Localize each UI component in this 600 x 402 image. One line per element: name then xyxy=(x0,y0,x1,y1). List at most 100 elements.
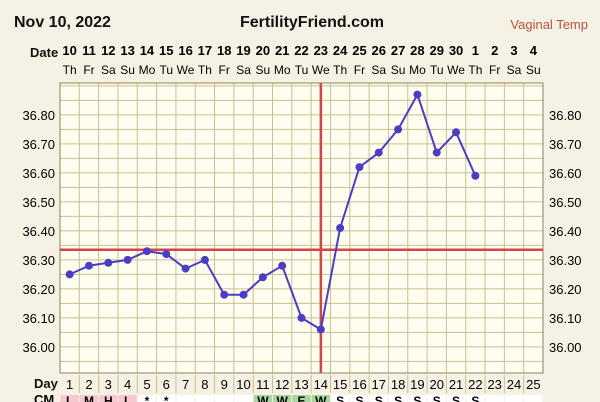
date-label: 3 xyxy=(510,43,517,58)
date-label: 15 xyxy=(159,43,173,58)
weekday-label: Fr xyxy=(219,63,230,77)
cm-cell-label: * xyxy=(164,394,169,402)
y-tick-label-right: 36.60 xyxy=(549,166,582,181)
cycle-day-label: 19 xyxy=(410,377,424,392)
y-tick-label-right: 36.40 xyxy=(549,224,582,239)
cm-cell xyxy=(427,395,446,402)
weekday-label: Th xyxy=(198,63,212,77)
y-tick-label-right: 36.80 xyxy=(549,108,582,123)
cm-cell-label: W xyxy=(277,394,289,402)
cm-cell xyxy=(524,395,543,402)
site-name: FertilityFriend.com xyxy=(240,14,385,31)
weekday-label: Th xyxy=(468,63,482,77)
weekday-label: Fr xyxy=(354,63,365,77)
cycle-day-label: 13 xyxy=(294,377,308,392)
cm-cell-label: S xyxy=(433,394,441,402)
cm-cell xyxy=(234,395,253,402)
cm-cell-label: E xyxy=(297,394,305,402)
cm-cell xyxy=(350,395,369,402)
date-label: 13 xyxy=(120,43,134,58)
cm-cell xyxy=(446,395,466,402)
y-tick-label-left: 36.50 xyxy=(22,195,55,210)
cm-cell-label: M xyxy=(84,394,94,402)
cycle-day-label: 14 xyxy=(314,377,328,392)
temperature-point xyxy=(432,148,441,157)
y-tick-label-left: 36.80 xyxy=(22,108,55,123)
y-tick-label-right: 36.30 xyxy=(549,253,582,268)
temperature-point xyxy=(394,125,403,134)
cycle-day-label: 18 xyxy=(391,377,405,392)
cm-row-label: CM xyxy=(34,392,54,402)
cm-cell-label: L xyxy=(124,394,131,402)
temperature-point xyxy=(297,313,306,322)
cm-cell xyxy=(292,395,311,402)
weekday-label: Mo xyxy=(274,63,291,77)
cycle-day-label: 16 xyxy=(352,377,366,392)
cm-cell xyxy=(176,395,195,402)
cm-cell xyxy=(408,395,427,402)
temperature-point xyxy=(471,171,480,180)
cm-cell-label: H xyxy=(104,394,113,402)
date-label: 20 xyxy=(256,43,270,58)
y-tick-label-right: 36.50 xyxy=(549,195,582,210)
cm-cell xyxy=(157,395,176,402)
weekday-label: Fr xyxy=(489,63,500,77)
temperature-point xyxy=(123,255,132,264)
temperature-point xyxy=(316,325,325,334)
date-label: 1 xyxy=(472,43,479,58)
cycle-day-label: 5 xyxy=(143,377,150,392)
date-label: 23 xyxy=(314,43,328,58)
weekday-label: We xyxy=(447,63,465,77)
weekday-label: Tu xyxy=(159,63,173,77)
y-tick-label-right: 36.10 xyxy=(549,311,582,326)
cycle-day-label: 3 xyxy=(105,377,112,392)
date-label: 2 xyxy=(491,43,498,58)
temperature-line xyxy=(69,92,477,332)
cycle-day-label: 15 xyxy=(333,377,347,392)
cm-cell-label: W xyxy=(257,394,269,402)
date-label: 27 xyxy=(391,43,405,58)
cm-cell xyxy=(215,395,234,402)
cycle-day-label: 8 xyxy=(201,377,208,392)
weekday-label: Mo xyxy=(139,63,156,77)
cm-cell xyxy=(485,395,504,402)
cycle-day-label: 20 xyxy=(430,377,444,392)
weekday-label: Su xyxy=(391,63,406,77)
cycle-day-label: 7 xyxy=(182,377,189,392)
cm-cell-label: W xyxy=(315,394,327,402)
date-label: 29 xyxy=(430,43,444,58)
cycle-day-label: 23 xyxy=(487,377,501,392)
temperature-point xyxy=(374,148,383,157)
cycle-day-label: 4 xyxy=(124,377,131,392)
temperature-point xyxy=(355,163,364,172)
weekday-label: Sa xyxy=(101,63,116,77)
temperature-point xyxy=(452,128,461,137)
cycle-day-label: 22 xyxy=(468,377,482,392)
weekday-label: Mo xyxy=(409,63,426,77)
temperature-point xyxy=(162,250,171,259)
weekday-label: Su xyxy=(120,63,135,77)
date-label: 17 xyxy=(198,43,212,58)
y-tick-label-right: 36.00 xyxy=(549,340,582,355)
plot-area xyxy=(60,83,543,373)
y-tick-label-left: 36.40 xyxy=(22,224,55,239)
temperature-point xyxy=(181,264,190,273)
temperature-point xyxy=(142,247,151,256)
chart-date: Nov 10, 2022 xyxy=(14,14,111,31)
weekday-label: Su xyxy=(526,63,541,77)
date-label: 11 xyxy=(82,43,96,58)
y-tick-label-left: 36.00 xyxy=(22,340,55,355)
cm-cell-label: * xyxy=(145,394,150,402)
temperature-point xyxy=(104,258,113,267)
date-label: 12 xyxy=(101,43,115,58)
cm-cell xyxy=(504,395,524,402)
day-row-label: Day xyxy=(34,376,58,391)
y-tick-label-right: 36.20 xyxy=(549,282,582,297)
date-label: 21 xyxy=(275,43,289,58)
weekday-label: Th xyxy=(63,63,77,77)
cm-cell xyxy=(137,395,157,402)
temperature-point xyxy=(336,224,345,232)
y-tick-label-left: 36.10 xyxy=(22,311,55,326)
cm-cell-label: S xyxy=(452,394,460,402)
